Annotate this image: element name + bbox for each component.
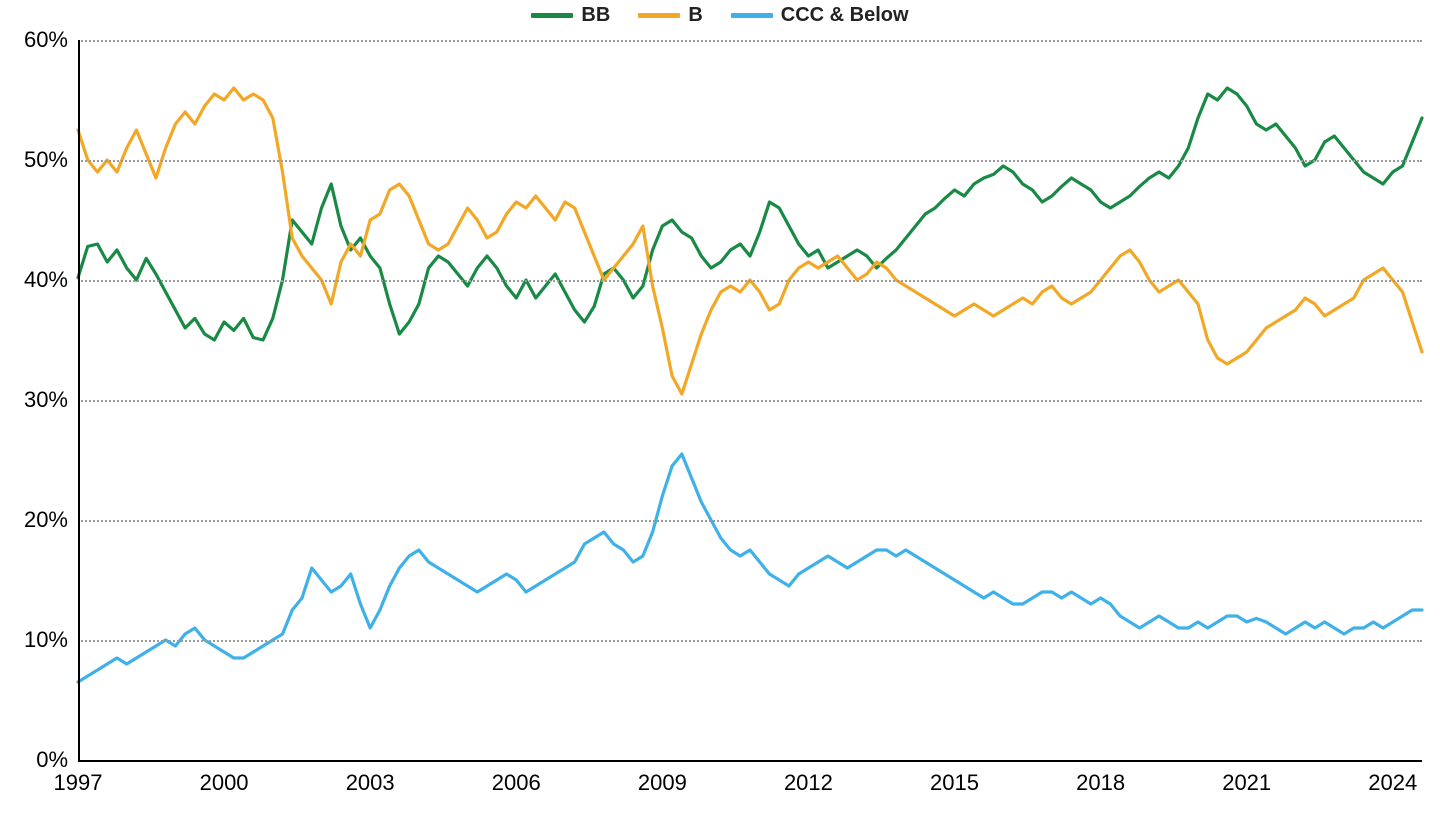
gridline bbox=[78, 640, 1422, 642]
x-tick-label: 2003 bbox=[346, 770, 395, 796]
legend-swatch-icon bbox=[531, 13, 573, 18]
line-chart: BBBCCC & Below 0%10%20%30%40%50%60% 1997… bbox=[0, 0, 1440, 813]
legend-swatch-icon bbox=[638, 13, 680, 18]
x-axis-line bbox=[78, 760, 1422, 762]
legend-label: CCC & Below bbox=[781, 4, 909, 27]
x-tick-label: 2021 bbox=[1222, 770, 1271, 796]
x-tick-label: 2009 bbox=[638, 770, 687, 796]
y-tick-label: 50% bbox=[18, 147, 68, 173]
series-line-CCC bbox=[78, 454, 1422, 682]
legend-label: B bbox=[688, 4, 702, 27]
x-tick-label: 2015 bbox=[930, 770, 979, 796]
gridline bbox=[78, 40, 1422, 42]
legend-label: BB bbox=[581, 4, 610, 27]
series-line-BB bbox=[78, 88, 1422, 340]
legend-item-BB: BB bbox=[531, 4, 610, 27]
series-line-B bbox=[78, 88, 1422, 394]
x-tick-label: 2018 bbox=[1076, 770, 1125, 796]
x-tick-label: 2000 bbox=[200, 770, 249, 796]
y-tick-label: 10% bbox=[18, 627, 68, 653]
gridline bbox=[78, 520, 1422, 522]
gridline bbox=[78, 160, 1422, 162]
y-tick-label: 20% bbox=[18, 507, 68, 533]
y-tick-label: 40% bbox=[18, 267, 68, 293]
x-tick-label: 2012 bbox=[784, 770, 833, 796]
x-tick-label: 2024 bbox=[1368, 770, 1417, 796]
legend-item-CCC: CCC & Below bbox=[731, 4, 909, 27]
y-tick-label: 60% bbox=[18, 27, 68, 53]
legend-swatch-icon bbox=[731, 13, 773, 18]
gridline bbox=[78, 280, 1422, 282]
chart-legend: BBBCCC & Below bbox=[0, 0, 1440, 27]
x-tick-label: 2006 bbox=[492, 770, 541, 796]
y-tick-label: 30% bbox=[18, 387, 68, 413]
gridline bbox=[78, 400, 1422, 402]
x-tick-label: 1997 bbox=[54, 770, 103, 796]
plot-area bbox=[78, 40, 1422, 760]
legend-item-B: B bbox=[638, 4, 702, 27]
y-axis-line bbox=[78, 40, 80, 760]
